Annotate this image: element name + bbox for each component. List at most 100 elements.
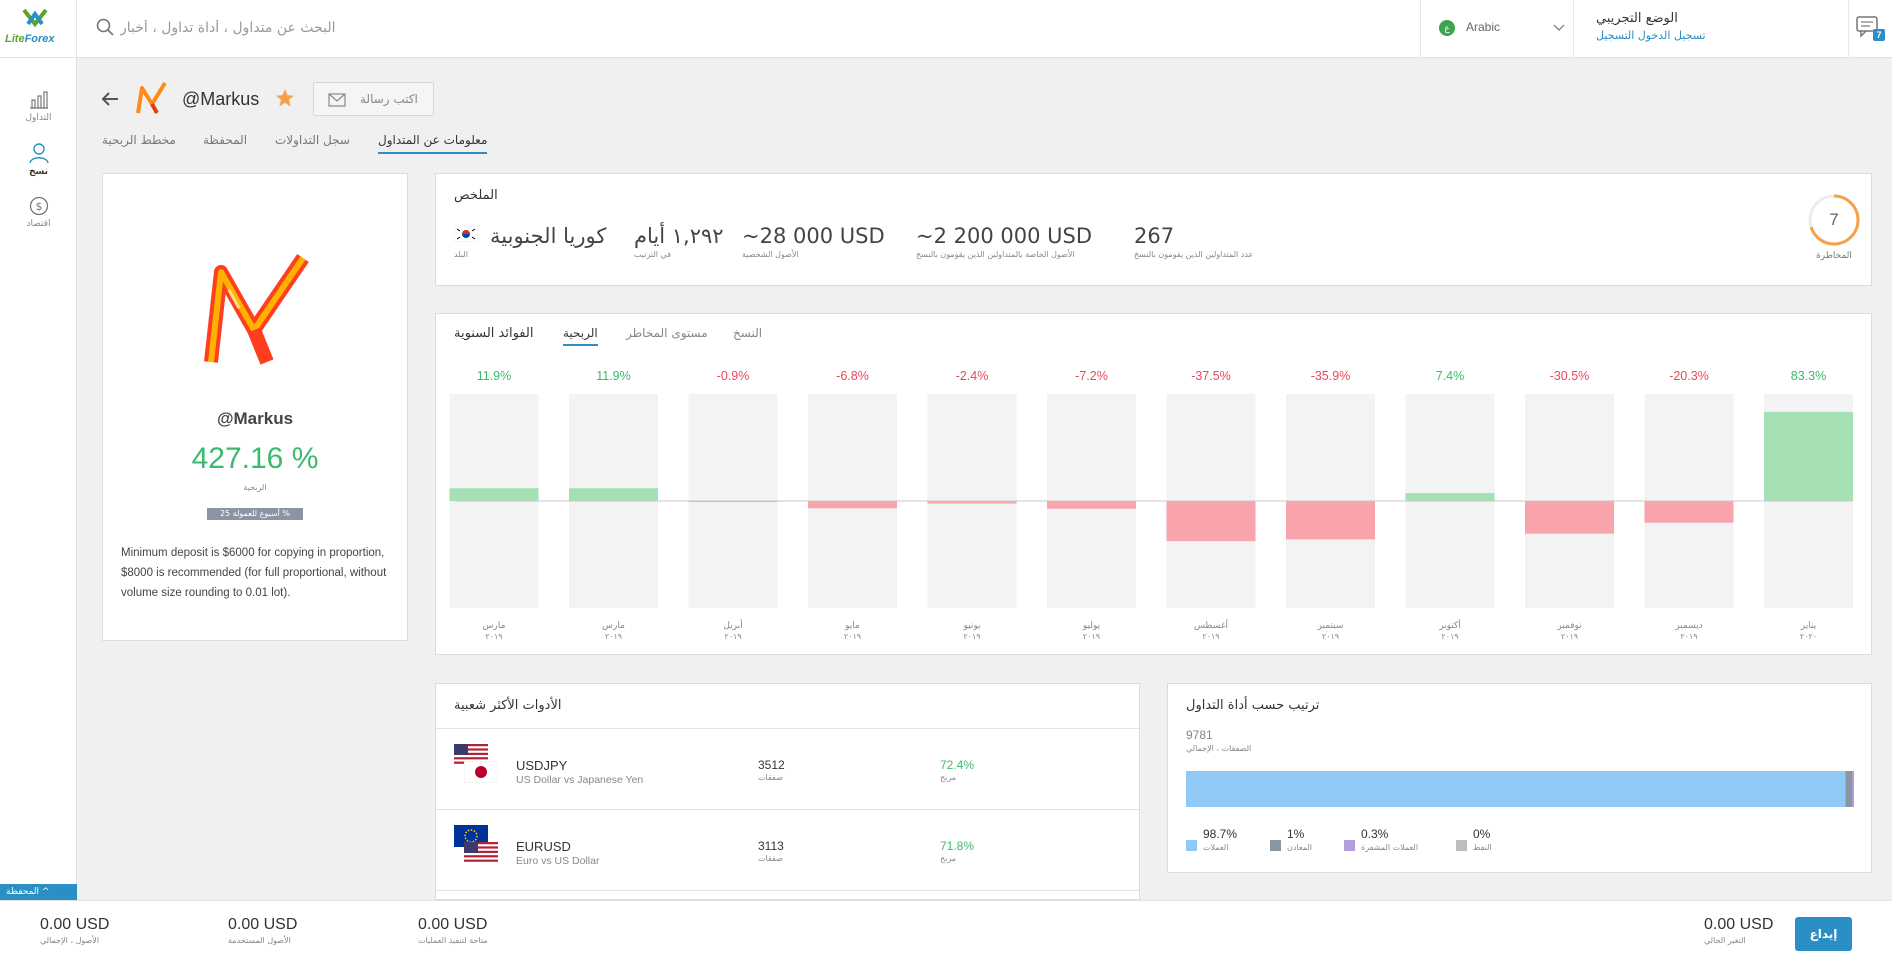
x-tick-month: يوليو: [1082, 621, 1101, 631]
trader-avatar: [136, 81, 167, 114]
ranking-title: ترتيب حسب أداة التداول: [1186, 698, 1320, 713]
deposit-button[interactable]: إيداع: [1795, 917, 1852, 951]
instrument-row[interactable]: USDJPY US Dollar vs Japanese Yen 3512 صف…: [436, 728, 1139, 809]
ranking-segment: [1851, 771, 1854, 807]
chart-tab-profitability[interactable]: الربحية: [563, 326, 598, 346]
bar-value-label: -6.8%: [836, 369, 869, 383]
tab-portfolio[interactable]: المحفظة: [203, 133, 248, 147]
bar-value-label: -20.3%: [1669, 369, 1709, 383]
instrument-row[interactable]: [436, 890, 1139, 900]
chart-tab-risk-level[interactable]: مستوى المخاطر: [626, 326, 708, 340]
notifications-button[interactable]: 7: [1848, 0, 1892, 58]
liteforex-logo[interactable]: LiteForex: [0, 0, 77, 58]
south-korea-flag-icon: [454, 226, 478, 242]
trader-handle: @Markus: [182, 89, 260, 109]
total-deals: 9781: [1186, 728, 1213, 742]
mail-icon: [328, 93, 346, 107]
trader-logo: [204, 254, 309, 365]
bar-value-label: 11.9%: [477, 369, 512, 383]
legend-swatch: [1456, 840, 1467, 851]
nav-item-economy[interactable]: $ اقتصاد: [0, 196, 77, 229]
bar-value-label: 7.4%: [1436, 369, 1465, 383]
user-copy-icon: [28, 143, 49, 164]
nav-item-trading[interactable]: التداول: [0, 90, 77, 123]
x-tick-month: أغسطس: [1194, 619, 1228, 631]
x-tick-month: أبريل: [723, 619, 742, 631]
logo-text: LiteForex: [5, 33, 55, 45]
instrument-symbol: EURUSD: [516, 839, 571, 854]
annual-benefits-card: 83.3% يناير ٢٠٢٠ -20.3% ديسمبر ٢٠١٩ -30.5% نوفم…: [435, 313, 1872, 655]
login-register-link[interactable]: تسجيل الدخول التسجيل: [1596, 29, 1706, 42]
back-arrow-icon[interactable]: [101, 91, 119, 107]
popular-instruments-title: الأدوات الأكثر شعبية: [454, 698, 562, 713]
risk-gauge-arc: [1808, 194, 1860, 246]
bar: [1525, 501, 1614, 534]
portfolio-toggle[interactable]: المحفظة ^: [0, 884, 77, 900]
chart-tab-copying[interactable]: النسخ: [733, 326, 763, 340]
ranking-segment: [1186, 771, 1846, 807]
language-label: Arabic: [1466, 20, 1501, 34]
japan-flag-icon: [464, 761, 498, 783]
instrument-profit-label: مربح: [940, 854, 957, 863]
risk-gauge: [1808, 194, 1860, 246]
summary-card: الملخص 7 المخاطرة 267 عدد المتداولين الذ…: [435, 173, 1872, 286]
profile-description: Minimum deposit is $6000 for copying in …: [121, 547, 387, 599]
x-tick-year: ٢٠١٩: [1202, 632, 1219, 641]
instrument-description: Euro vs US Dollar: [516, 855, 600, 867]
bar: [1405, 493, 1495, 501]
bar: [569, 488, 658, 501]
tab-trader-info[interactable]: معلومات عن المتداول: [378, 133, 488, 154]
left-nav: التداول نسخ $ اقتصاد: [0, 58, 77, 900]
summary-title: الملخص: [454, 188, 498, 203]
legend-swatch: [1186, 840, 1197, 851]
x-tick-year: ٢٠١٩: [1561, 632, 1578, 641]
copiers-assets: ~2 200 000 USD الأصول الخاصة بالمتداولين…: [916, 224, 1093, 259]
logo-mark-icon: [22, 8, 48, 28]
risk-label: المخاطرة: [1816, 251, 1852, 261]
chevron-down-icon: [1553, 24, 1565, 31]
bar: [808, 501, 897, 509]
x-tick-month: مارس: [602, 621, 625, 631]
annual-benefits-title: الفوائد السنوية: [454, 326, 534, 341]
search-input[interactable]: [120, 14, 820, 42]
instrument-deals: 3512: [758, 758, 785, 772]
x-tick-year: ٢٠١٩: [485, 632, 502, 641]
instrument-row[interactable]: EURUSD Euro vs US Dollar 3113 صفقات 71.8…: [436, 809, 1139, 890]
bar: [1286, 501, 1375, 540]
total-deals-label: الصفقات ، الإجمالي: [1186, 744, 1252, 753]
eu-flag-icon: [454, 825, 488, 847]
x-tick-month: يونيو: [962, 621, 981, 631]
bar-value-label: -7.2%: [1075, 369, 1108, 383]
favorite-star-icon[interactable]: [275, 88, 295, 108]
tab-profitability-chart[interactable]: مخطط الربحية: [102, 133, 176, 147]
risk-value: 7: [1829, 210, 1839, 229]
x-tick-year: ٢٠١٩: [1441, 632, 1458, 641]
bar: [1166, 501, 1256, 542]
commission-badge: 25 أسبوع للعمولة %: [207, 508, 303, 520]
profitability-value: 427.16 %: [191, 442, 319, 475]
instrument-deals-label: صفقات: [758, 854, 783, 863]
bar: [1047, 501, 1136, 509]
country: كوريا الجنوبية البلد: [454, 224, 607, 259]
profile-name: @Markus: [216, 409, 294, 428]
trader-profile-card: @Markus 427.16 % الربحية 25 أسبوع للعمول…: [102, 173, 408, 641]
ranking-segment: [1845, 771, 1852, 807]
nav-item-copy[interactable]: نسخ: [0, 142, 77, 177]
x-tick-month: سبتمبر: [1317, 621, 1344, 631]
total-assets: 0.00 USD الأصول ، الإجمالي: [40, 916, 110, 945]
days-in-rating: ١,٢٩٢ أيام في الترتيب: [634, 224, 724, 259]
x-tick-year: ٢٠١٩: [724, 632, 741, 641]
bar: [1764, 411, 1853, 501]
bar: [449, 488, 539, 501]
x-tick-month: مارس: [483, 621, 506, 631]
profitability-label: الربحية: [243, 483, 267, 492]
x-tick-year: ٢٠١٩: [844, 632, 861, 641]
language-selector[interactable]: ع Arabic: [1420, 0, 1574, 58]
x-tick-month: مايو: [844, 621, 860, 631]
tab-trade-history[interactable]: سجل التداولات: [275, 133, 350, 147]
bar-value-label: 11.9%: [596, 369, 631, 383]
write-message-button[interactable]: اكتب رسالة: [313, 82, 434, 116]
bar-value-label: -0.9%: [717, 369, 750, 383]
demo-mode-title: الوضع التجريبي: [1596, 11, 1678, 26]
x-tick-year: ٢٠١٩: [605, 632, 622, 641]
